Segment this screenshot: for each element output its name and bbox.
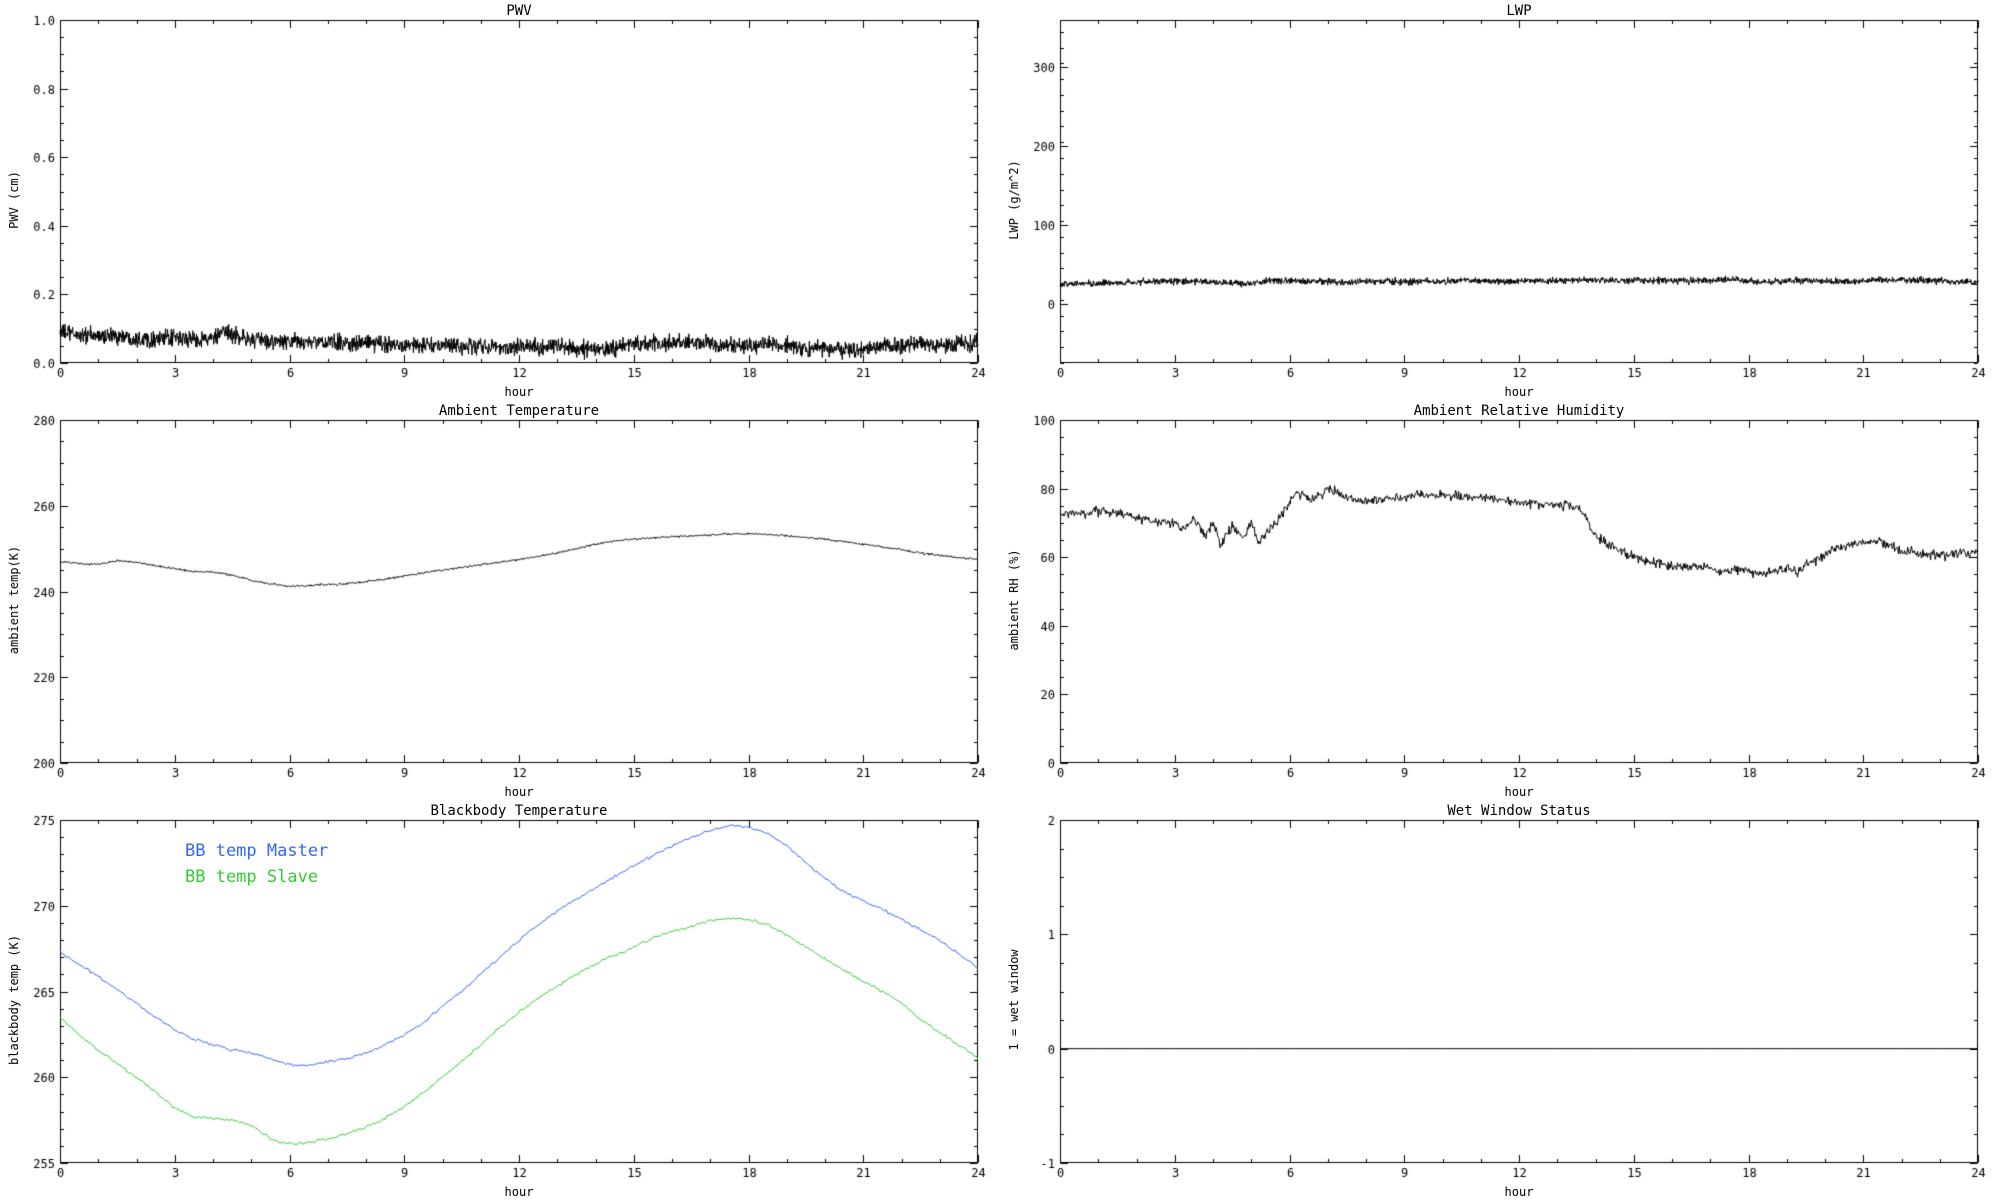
ambient-temp-y-axis-label: ambient temp(K)	[7, 545, 21, 655]
lwp-y-axis-label: LWP (g/m^2)	[1007, 160, 1021, 240]
wet-window-y-axis-label: 1 = wet window	[1007, 949, 1021, 1051]
blackbody-temp-x-axis-label: hour	[504, 1185, 534, 1199]
legend-bb-master-label: BB temp Master	[185, 841, 329, 861]
pwv-chart-title: PWV	[506, 3, 532, 19]
ambient-temp-plot-canvas	[0, 400, 1000, 800]
lwp-chart-title: LWP	[1506, 3, 1532, 19]
ambient-rh-x-axis-label: hour	[1504, 785, 1534, 799]
lwp-plot-canvas	[1000, 0, 2000, 400]
pwv-plot-canvas	[0, 0, 1000, 400]
pwv-y-axis-label: PWV (cm)	[7, 171, 21, 229]
panel-pwv: PWV hour PWV (cm)	[0, 0, 1000, 400]
bb-legend: BB temp Master BB temp Slave	[185, 838, 328, 890]
panel-ambient-relative-humidity: Ambient Relative Humidity hour ambient R…	[1000, 400, 2000, 800]
ambient-temp-x-axis-label: hour	[504, 785, 534, 799]
blackbody-temp-chart-title: Blackbody Temperature	[430, 803, 608, 819]
legend-bb-slave-label: BB temp Slave	[185, 867, 319, 887]
panel-blackbody-temperature: Blackbody Temperature hour blackbody tem…	[0, 800, 1000, 1200]
wet-window-plot-canvas	[1000, 800, 2000, 1200]
ambient-rh-y-axis-label: ambient RH (%)	[1007, 549, 1021, 651]
ambient-rh-chart-title: Ambient Relative Humidity	[1413, 403, 1625, 419]
wet-window-x-axis-label: hour	[1504, 1185, 1534, 1199]
ambient-temp-chart-title: Ambient Temperature	[438, 403, 600, 419]
blackbody-temp-y-axis-label: blackbody temp (K)	[7, 934, 21, 1066]
wet-window-chart-title: Wet Window Status	[1447, 803, 1591, 819]
panel-lwp: LWP hour LWP (g/m^2)	[1000, 0, 2000, 400]
panel-wet-window-status: Wet Window Status hour 1 = wet window	[1000, 800, 2000, 1200]
blackbody-temp-plot-canvas	[0, 800, 1000, 1200]
lwp-x-axis-label: hour	[1504, 385, 1534, 399]
panel-ambient-temperature: Ambient Temperature hour ambient temp(K)	[0, 400, 1000, 800]
ambient-rh-plot-canvas	[1000, 400, 2000, 800]
pwv-x-axis-label: hour	[504, 385, 534, 399]
